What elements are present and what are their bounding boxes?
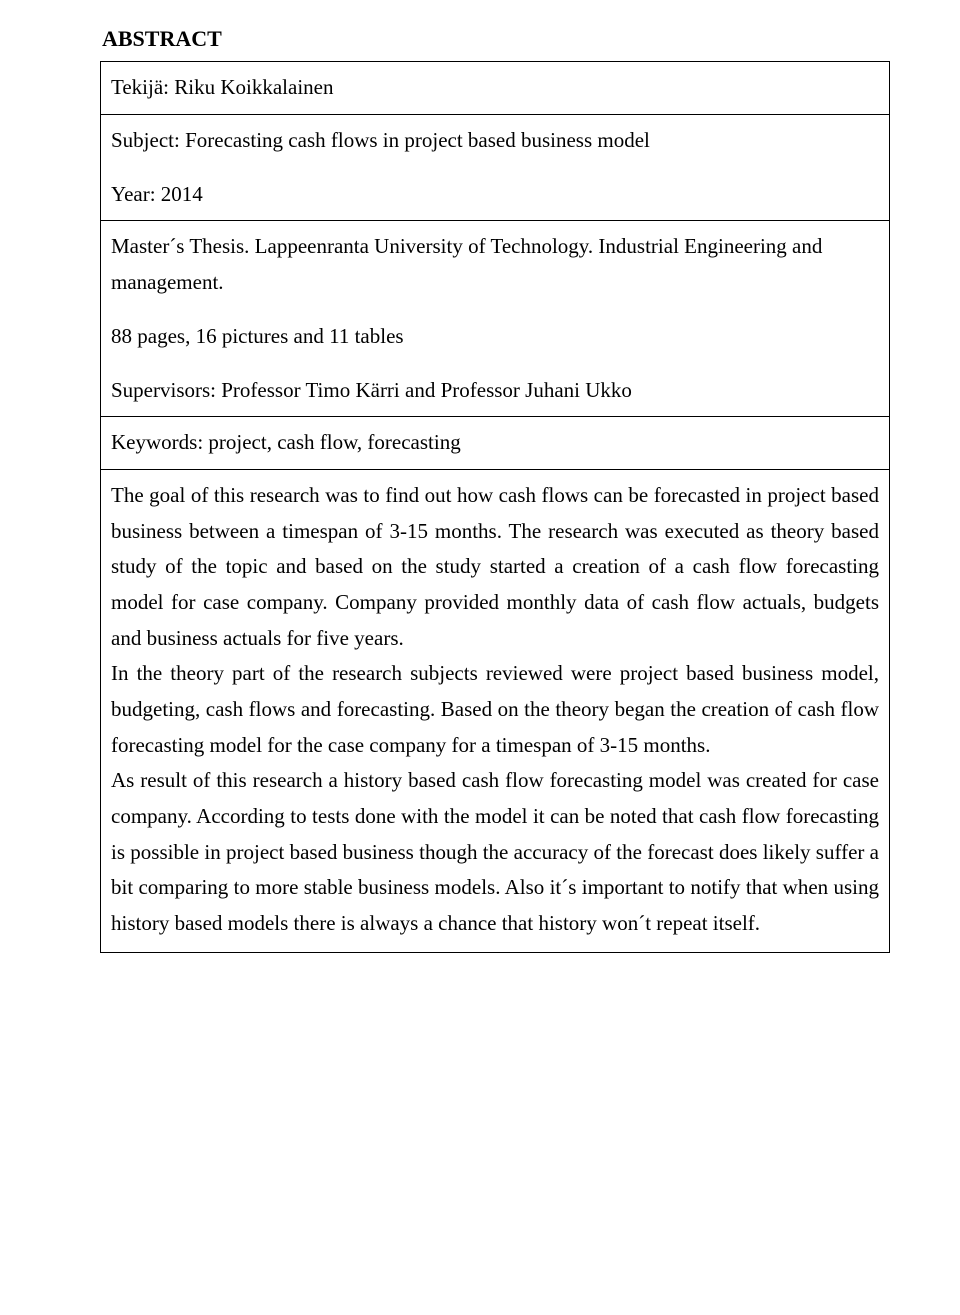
meta-keywords-row: Keywords: project, cash flow, forecastin… <box>101 417 889 470</box>
author-line: Tekijä: Riku Koikkalainen <box>111 70 879 106</box>
supervisors-line: Supervisors: Professor Timo Kärri and Pr… <box>111 373 879 409</box>
meta-subject-row: Subject: Forecasting cash flows in proje… <box>101 115 889 221</box>
thesis-line: Master´s Thesis. Lappeenranta University… <box>111 229 879 300</box>
meta-author-row: Tekijä: Riku Koikkalainen <box>101 62 889 115</box>
year-line: Year: 2014 <box>111 177 879 213</box>
body-paragraph-3: As result of this research a history bas… <box>111 763 879 941</box>
body-paragraph-2: In the theory part of the research subje… <box>111 656 879 763</box>
body-paragraph-1: The goal of this research was to find ou… <box>111 478 879 656</box>
subject-line: Subject: Forecasting cash flows in proje… <box>111 123 879 159</box>
meta-thesis-row: Master´s Thesis. Lappeenranta University… <box>101 221 889 417</box>
abstract-body: The goal of this research was to find ou… <box>101 470 889 952</box>
keywords-line: Keywords: project, cash flow, forecastin… <box>111 425 879 461</box>
abstract-heading: ABSTRACT <box>102 20 890 57</box>
pages-line: 88 pages, 16 pictures and 11 tables <box>111 319 879 355</box>
abstract-box: Tekijä: Riku Koikkalainen Subject: Forec… <box>100 61 890 952</box>
